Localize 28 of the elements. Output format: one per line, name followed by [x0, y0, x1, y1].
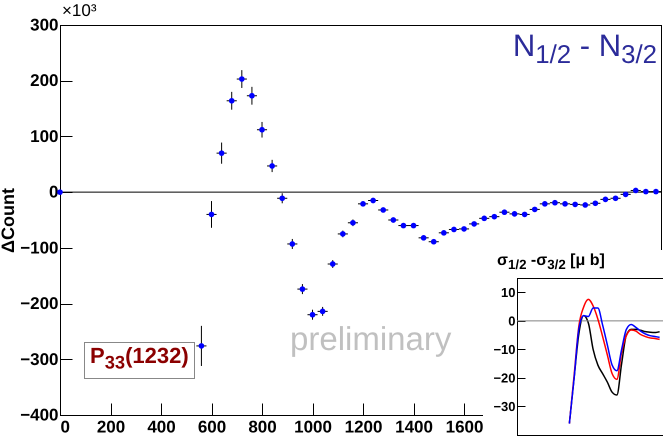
x-tick-label: 1000 [294, 418, 332, 436]
y-axis-title: ΔCount [0, 188, 18, 253]
x-tick-label: 1200 [344, 418, 382, 436]
y-tick-label: −30 [493, 398, 516, 414]
y-tick-label: −200 [20, 294, 58, 314]
y-tick-label: 0 [508, 313, 516, 328]
y-tick-label: 100 [30, 126, 58, 146]
y-tick-label: −10 [493, 342, 516, 357]
annotation: P$_{33}$(1232) [84, 342, 195, 379]
y-tick-label: 200 [30, 71, 58, 90]
chart-title: σ$_{1/2}$ -σ$_{3/2}$ [μ b] [497, 252, 605, 272]
x-tick-label: 1600 [446, 418, 484, 436]
y-tick-label: 0 [49, 182, 58, 202]
x-tick-label: 600 [198, 418, 226, 436]
text: ×10³ [62, 1, 96, 20]
annotation: preliminary [290, 320, 452, 357]
y-tick-label: −100 [20, 238, 58, 258]
y-tick-label: −20 [493, 370, 516, 386]
annotation: N$_{1/2}$ - N$_{3/2}$ [512, 28, 657, 70]
x-tick-label: 0 [60, 418, 70, 436]
y-tick-label: 10 [501, 284, 516, 300]
y-tick-label: −300 [20, 350, 58, 369]
x-tick-label: 400 [147, 418, 176, 436]
y-tick-label: −400 [20, 406, 58, 424]
x-tick-label: 200 [96, 418, 126, 436]
x-tick-label: 800 [248, 418, 277, 436]
y-tick-label: 300 [30, 16, 58, 34]
x-tick-label: 1400 [395, 418, 433, 436]
